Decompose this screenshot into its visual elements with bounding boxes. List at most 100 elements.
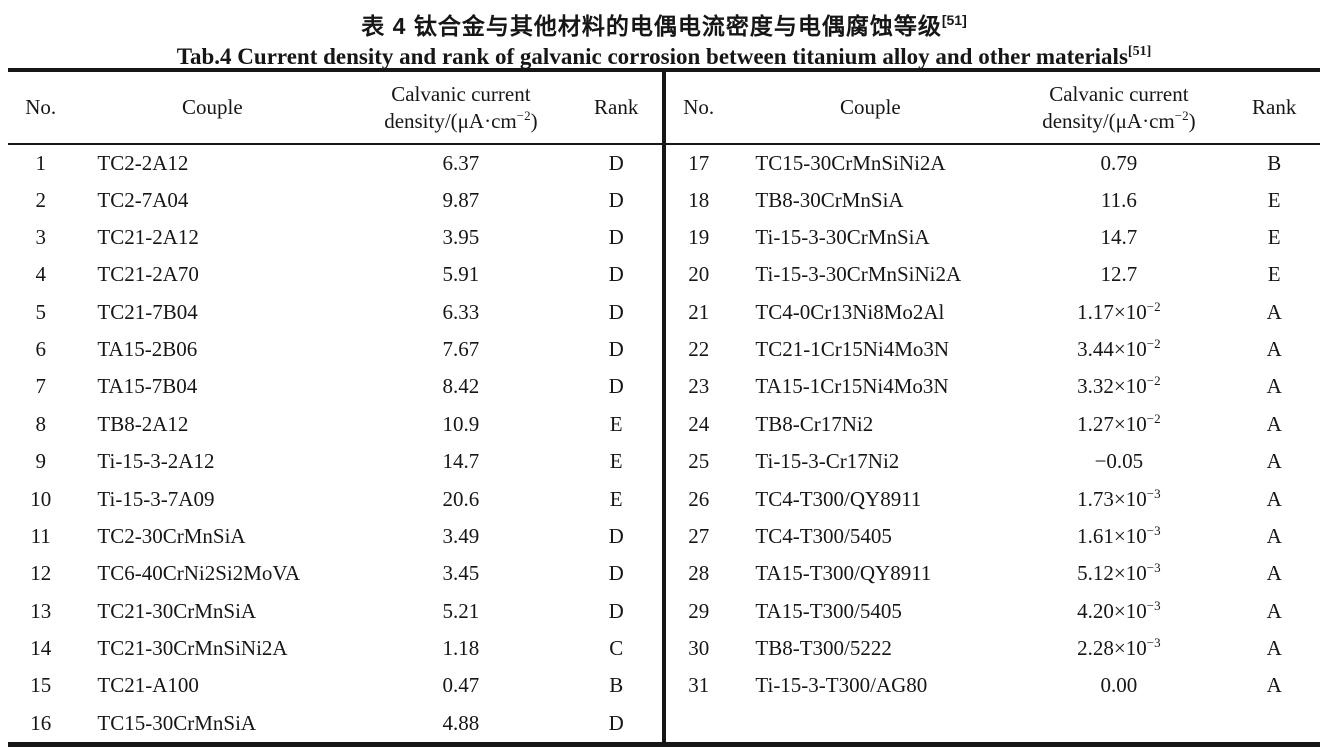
table-row: 3 TC21-2A12 3.95 D	[8, 219, 662, 256]
table-left: No. Couple Calvanic current density/(μA·…	[8, 72, 662, 742]
row-couple: Ti-15-3-7A09	[97, 486, 215, 511]
row-density: 11.6	[1100, 187, 1137, 212]
table-row: 7 TA15-7B04 8.42 D	[8, 368, 662, 405]
galvanic-corrosion-table: No. Couple Calvanic current density/(μA·…	[8, 68, 1320, 747]
row-rank: B	[609, 673, 624, 698]
table-row: 24 TB8-Cr17Ni2 1.27×10−2 A	[666, 406, 1320, 443]
row-couple: TC21-7B04	[97, 299, 198, 324]
row-no: 2	[35, 187, 46, 212]
row-density: 8.42	[442, 374, 480, 399]
row-couple: TC21-A100	[97, 673, 199, 698]
density-exponent: −3	[1146, 635, 1161, 651]
table-right-header: No. Couple Calvanic current density/(μA·…	[666, 72, 1320, 145]
row-couple: TC21-1Cr15Ni4Mo3N	[755, 337, 950, 362]
row-density: 1.61×10−3	[1077, 522, 1161, 548]
row-couple: TA15-2B06	[97, 337, 198, 362]
row-rank: D	[608, 299, 624, 324]
density-exponent: −3	[1146, 522, 1161, 538]
col-header-no: No.	[8, 72, 74, 145]
table-row: 17 TC15-30CrMnSiNi2A 0.79 B	[666, 144, 1320, 181]
row-couple: Ti-15-3-Cr17Ni2	[755, 449, 900, 474]
row-density: 2.28×10−3	[1077, 635, 1161, 661]
row-no: 18	[688, 187, 710, 212]
row-couple: TC2-30CrMnSiA	[97, 523, 246, 548]
table-row: 13 TC21-30CrMnSiA 5.21 D	[8, 593, 662, 630]
row-couple: Ti-15-3-T300/AG80	[755, 673, 928, 698]
row-rank: D	[608, 187, 624, 212]
row-no: 25	[688, 449, 710, 474]
row-density: 7.67	[442, 337, 480, 362]
table-row: 12 TC6-40CrNi2Si2MoVA 3.45 D	[8, 555, 662, 592]
row-couple: TB8-30CrMnSiA	[755, 187, 904, 212]
density-exponent: −3	[1146, 560, 1161, 576]
table-row: 6 TA15-2B06 7.67 D	[8, 331, 662, 368]
citation-ref-english: [51]	[1127, 44, 1152, 59]
table-left-header: No. Couple Calvanic current density/(μA·…	[8, 72, 662, 145]
row-rank: E	[1267, 187, 1281, 212]
table-title-chinese: 表 4 钛合金与其他材料的电偶电流密度与电偶腐蚀等级[51]	[0, 0, 1328, 41]
row-rank: A	[1266, 299, 1282, 324]
col-header-density: Calvanic current density/(μA·cm−2)	[351, 72, 571, 145]
row-no: 9	[35, 449, 46, 474]
table-left-body: 1 TC2-2A12 6.37 D 2 TC2-7A04 9.87 D 3 TC21-2A12 3.…	[8, 144, 662, 742]
row-density: 0.47	[442, 673, 480, 698]
col-header-couple: Couple	[73, 72, 352, 145]
table-row: 1 TC2-2A12 6.37 D	[8, 144, 662, 181]
row-density: 10.9	[442, 411, 480, 436]
table-row: 30 TB8-T300/5222 2.28×10−3 A	[666, 630, 1320, 667]
row-no: 12	[30, 561, 52, 586]
table-row: 9 Ti-15-3-2A12 14.7 E	[8, 443, 662, 480]
row-couple: TC15-30CrMnSiA	[97, 710, 257, 735]
row-density: 0.79	[1100, 150, 1138, 175]
row-couple: TC2-2A12	[97, 150, 189, 175]
row-rank: D	[608, 150, 624, 175]
row-no: 1	[35, 150, 46, 175]
row-couple: TC4-0Cr13Ni8Mo2Al	[755, 299, 945, 324]
row-density: 12.7	[1100, 262, 1138, 287]
row-density: 4.20×10−3	[1077, 597, 1161, 623]
row-couple: TC15-30CrMnSiNi2A	[755, 150, 946, 175]
table-title-english: Tab.4 Current density and rank of galvan…	[0, 44, 1328, 70]
row-rank: E	[609, 486, 623, 511]
row-couple: TA15-7B04	[97, 374, 198, 399]
row-density: 5.91	[442, 262, 480, 287]
table-row: 5 TC21-7B04 6.33 D	[8, 294, 662, 331]
row-no: 27	[688, 523, 710, 548]
density-exponent: −2	[1146, 410, 1161, 426]
table-title-chinese-text: 表 4 钛合金与其他材料的电偶电流密度与电偶腐蚀等级	[361, 13, 942, 39]
row-no: 11	[30, 523, 51, 548]
row-rank: D	[608, 224, 624, 249]
row-rank	[1228, 705, 1320, 742]
row-density: 1.17×10−2	[1077, 298, 1161, 324]
row-density	[1009, 705, 1228, 742]
table-row: 31 Ti-15-3-T300/AG80 0.00 A	[666, 667, 1320, 704]
row-rank: D	[608, 523, 624, 548]
row-density: 6.33	[442, 299, 480, 324]
row-no: 6	[35, 337, 46, 362]
row-density: 5.21	[442, 598, 480, 623]
row-no: 21	[688, 299, 710, 324]
col-header-couple: Couple	[731, 72, 1010, 145]
row-rank: A	[1266, 523, 1282, 548]
table-right-half: No. Couple Calvanic current density/(μA·…	[666, 72, 1320, 742]
row-rank: A	[1266, 598, 1282, 623]
row-couple: TC21-30CrMnSiNi2A	[97, 636, 288, 661]
row-no: 22	[688, 337, 710, 362]
table-row: 21 TC4-0Cr13Ni8Mo2Al 1.17×10−2 A	[666, 294, 1320, 331]
row-couple: Ti-15-3-30CrMnSiNi2A	[755, 262, 962, 287]
row-density: −0.05	[1094, 449, 1144, 474]
row-no: 31	[688, 673, 710, 698]
row-rank: D	[608, 561, 624, 586]
table-row: 29 TA15-T300/5405 4.20×10−3 A	[666, 593, 1320, 630]
row-no: 30	[688, 636, 710, 661]
row-no	[666, 705, 731, 742]
row-no: 16	[30, 710, 52, 735]
row-no: 5	[35, 299, 46, 324]
density-exponent: −3	[1146, 597, 1161, 613]
row-density: 14.7	[1100, 224, 1138, 249]
row-couple	[731, 705, 1009, 742]
table-row: 8 TB8-2A12 10.9 E	[8, 406, 662, 443]
table-right-body: 17 TC15-30CrMnSiNi2A 0.79 B 18 TB8-30CrMnSiA 1…	[666, 144, 1320, 742]
table-row: 26 TC4-T300/QY8911 1.73×10−3 A	[666, 480, 1320, 517]
